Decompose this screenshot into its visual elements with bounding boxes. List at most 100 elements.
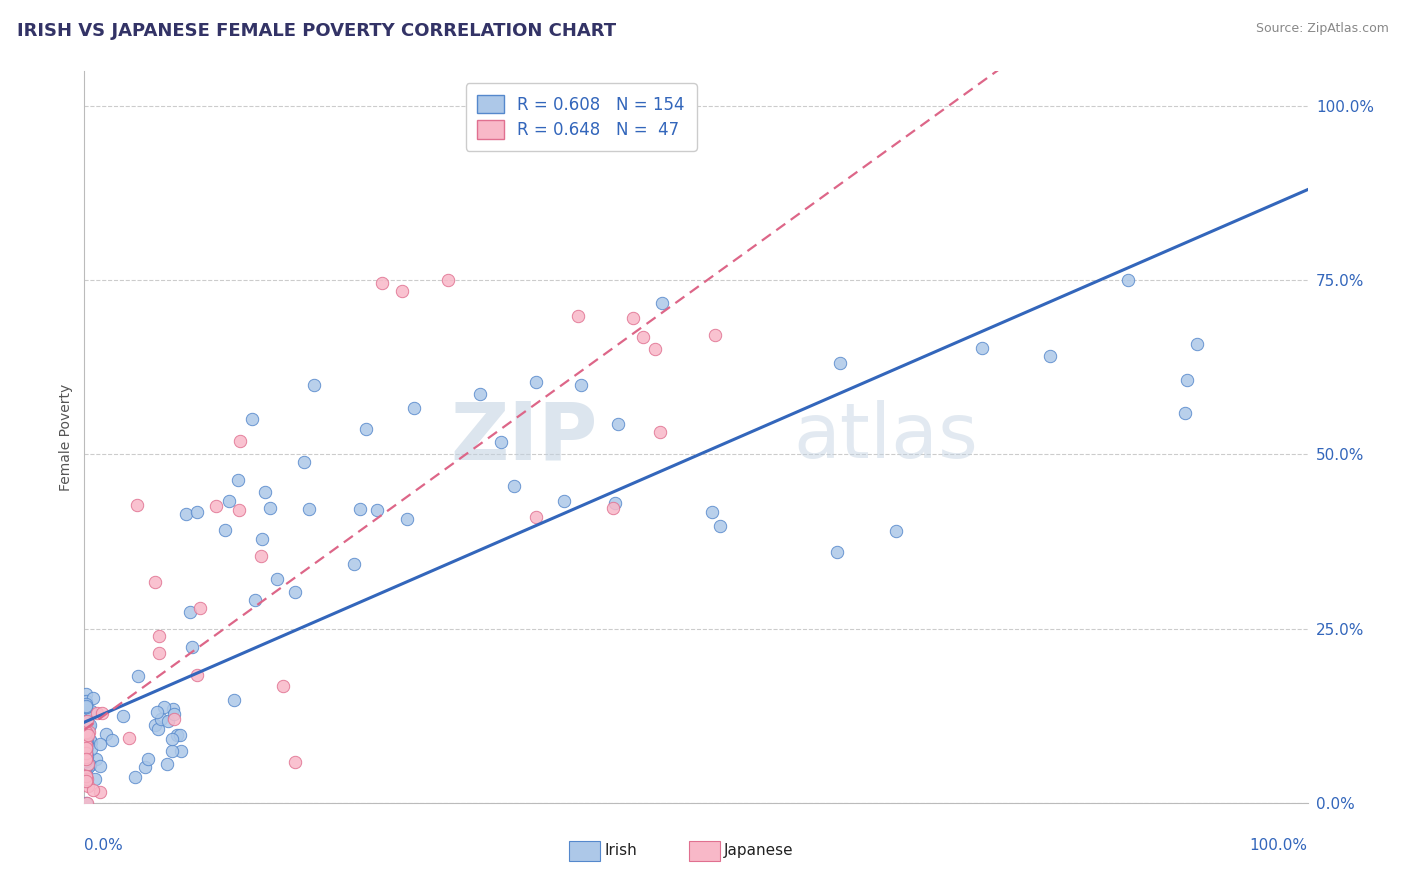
Point <box>75 760 97 774</box>
Point <box>266 572 288 586</box>
Point <box>170 744 193 758</box>
Point <box>75 774 97 789</box>
Point <box>75 738 97 752</box>
Point <box>218 493 240 508</box>
Point <box>524 510 547 524</box>
Point <box>76 714 98 729</box>
Point <box>75 714 97 729</box>
Point <box>86 706 108 720</box>
Point <box>84 772 107 787</box>
Point <box>75 731 97 745</box>
Point <box>75 747 97 762</box>
Point <box>271 680 294 694</box>
Point <box>491 435 513 450</box>
Point <box>75 745 97 759</box>
Point <box>75 745 97 759</box>
Point <box>75 773 97 788</box>
Point <box>77 725 100 739</box>
Point <box>75 733 97 747</box>
Point <box>366 503 388 517</box>
Text: 0.0%: 0.0% <box>84 838 124 854</box>
Point <box>77 724 100 739</box>
Point <box>648 425 671 439</box>
Point <box>75 725 97 739</box>
Point <box>76 724 98 739</box>
Point <box>524 375 547 389</box>
Point <box>188 601 211 615</box>
Point <box>830 356 852 370</box>
Point <box>75 747 97 762</box>
Point <box>391 284 413 298</box>
Point <box>75 726 97 740</box>
Point <box>75 687 97 701</box>
Point <box>76 796 98 810</box>
Point <box>76 734 98 748</box>
Point <box>77 728 100 742</box>
Point <box>214 523 236 537</box>
Point <box>75 706 97 720</box>
Point <box>700 505 723 519</box>
Point <box>75 739 97 753</box>
Point <box>567 309 589 323</box>
Text: Source: ZipAtlas.com: Source: ZipAtlas.com <box>1256 22 1389 36</box>
Point <box>82 691 104 706</box>
Point <box>437 273 460 287</box>
Point <box>75 742 97 756</box>
Point <box>75 750 97 764</box>
Point <box>354 422 377 436</box>
Point <box>569 378 592 392</box>
Point <box>117 731 139 745</box>
Point <box>644 342 666 356</box>
Point <box>284 755 307 769</box>
Point <box>80 741 103 756</box>
Text: ZIP: ZIP <box>451 398 598 476</box>
Point <box>229 434 252 449</box>
Point <box>160 732 183 747</box>
Point <box>75 712 97 726</box>
Text: Japanese: Japanese <box>724 844 794 858</box>
Point <box>75 751 97 765</box>
Point <box>825 545 848 559</box>
Point <box>75 723 97 738</box>
Point <box>156 757 179 772</box>
Point <box>298 502 321 516</box>
Point <box>75 727 97 741</box>
Point <box>75 752 97 766</box>
Point <box>77 719 100 733</box>
Point <box>75 754 97 768</box>
Point <box>80 735 103 749</box>
Point <box>75 723 97 738</box>
Text: Irish: Irish <box>605 844 637 858</box>
Point <box>76 772 98 787</box>
Point <box>75 762 97 776</box>
Point <box>75 740 97 755</box>
Point <box>343 557 366 571</box>
Point <box>75 724 97 739</box>
Point <box>75 750 97 764</box>
Point <box>77 779 100 793</box>
Point <box>75 739 97 753</box>
Point <box>143 718 166 732</box>
Point <box>127 498 149 512</box>
Point <box>75 736 97 750</box>
Point <box>304 378 326 392</box>
Point <box>89 785 111 799</box>
Point <box>75 760 97 774</box>
Point <box>75 738 97 752</box>
Point <box>75 723 97 738</box>
Point <box>101 732 124 747</box>
Point <box>396 511 419 525</box>
Point <box>75 768 97 782</box>
Point <box>94 727 117 741</box>
Point <box>75 761 97 775</box>
Point <box>75 752 97 766</box>
Point <box>621 310 644 325</box>
Point <box>75 728 97 742</box>
Point <box>250 532 273 546</box>
Point <box>75 740 97 755</box>
Point <box>75 745 97 759</box>
Point <box>75 738 97 752</box>
Point <box>91 706 114 720</box>
Point <box>884 524 907 538</box>
Point <box>228 503 250 517</box>
